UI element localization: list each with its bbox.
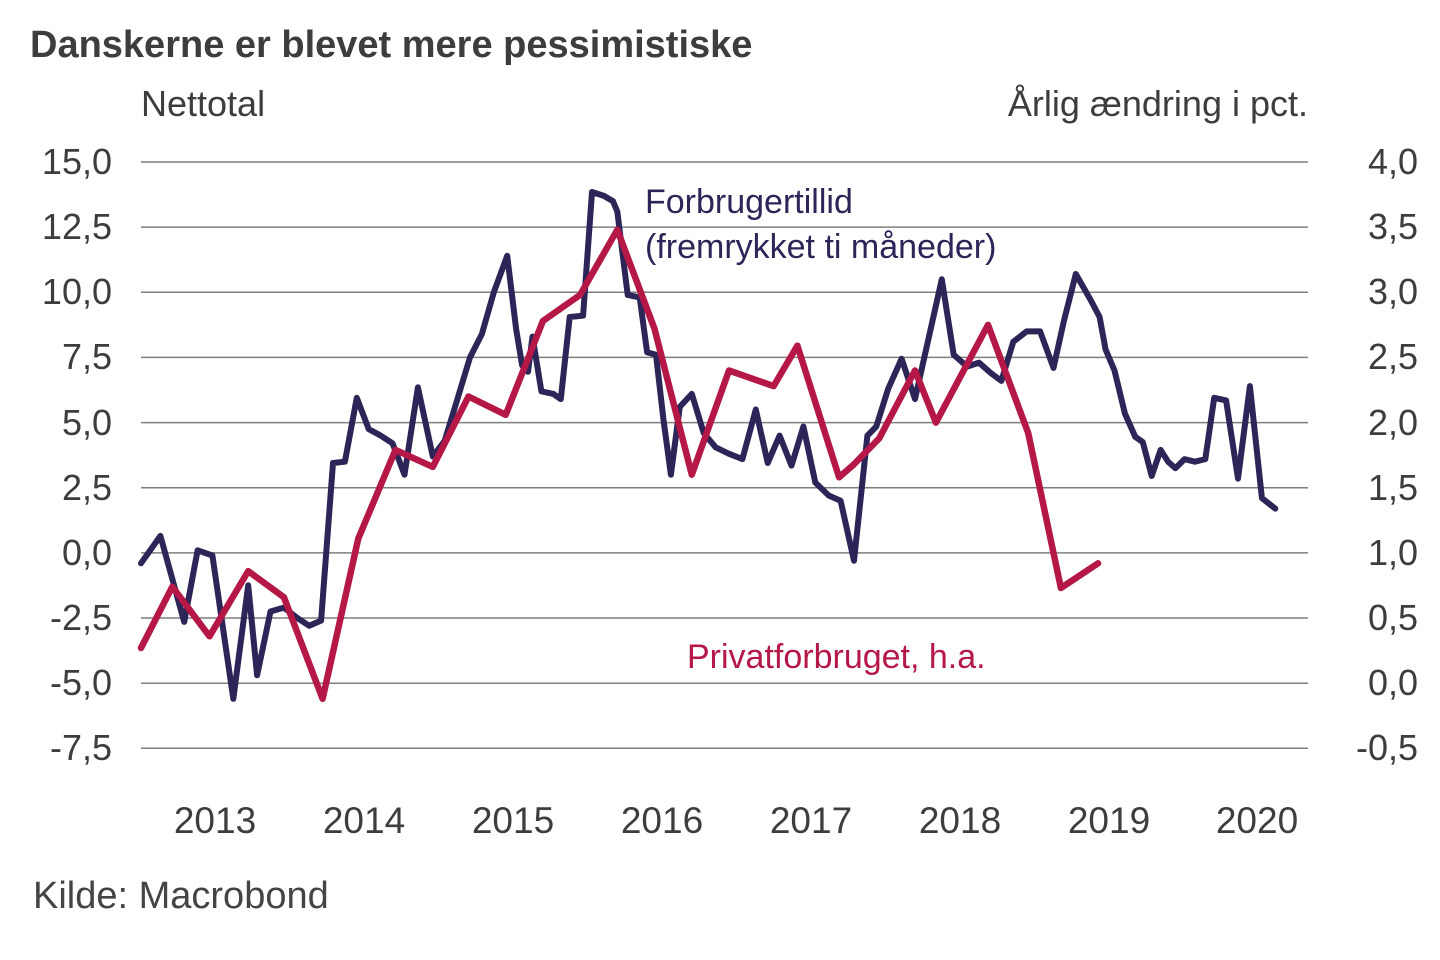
right-axis-tick--0,5: -0,5 [1355,727,1418,768]
right-axis-tick-1,0: 1,0 [1367,532,1418,573]
x-axis-label-2020: 2020 [1215,800,1299,841]
x-axis-label-2015: 2015 [471,800,555,841]
right-axis-tick-2,5: 2,5 [1367,336,1418,377]
source-note: Kilde: Macrobond [33,875,329,917]
right-axis-tick-0,0: 0,0 [1367,662,1418,703]
right-axis-tick-2,0: 2,0 [1367,402,1418,443]
left-axis-tick-15,0: 15,0 [41,141,112,182]
left-axis-tick-7,5: 7,5 [61,336,112,377]
left-axis-tick-0,0: 0,0 [61,532,112,573]
left-axis-tick-10,0: 10,0 [41,271,112,312]
right-axis-tick-0,5: 0,5 [1367,597,1418,638]
x-axis-label-2019: 2019 [1067,800,1151,841]
left-axis-tick--2,5: -2,5 [49,597,112,638]
left-axis-tick--7,5: -7,5 [49,727,112,768]
x-axis-label-2017: 2017 [769,800,853,841]
left-axis-header: Nettotal [141,83,266,124]
x-axis-label-2018: 2018 [918,800,1002,841]
left-axis-tick-5,0: 5,0 [61,402,112,443]
right-axis-tick-3,0: 3,0 [1367,271,1418,312]
series-annotation-forbrugertillid-line1: Forbrugertillid [645,183,853,221]
forbrugertillid-line [138,189,1279,702]
left-axis-tick--5,0: -5,0 [49,662,112,703]
right-axis-header: Årlig ændring i pct. [1007,83,1308,124]
series-annotation-forbrugertillid-line2: (fremrykket ti måneder) [645,228,997,266]
series-annotation-forbrugertillid: Forbrugertillid (fremrykket ti måneder) [645,180,996,270]
x-axis-label-2013: 2013 [173,800,257,841]
x-axis-label-2016: 2016 [620,800,704,841]
page-title: Danskerne er blevet mere pessimistiske [30,24,753,66]
left-axis-tick-12,5: 12,5 [41,206,112,247]
right-axis-tick-1,5: 1,5 [1367,467,1418,508]
privatforbruget-line [137,226,1102,703]
left-axis-tick-2,5: 2,5 [61,467,112,508]
right-axis-tick-3,5: 3,5 [1367,206,1418,247]
series-annotation-privatforbruget: Privatforbruget, h.a. [687,638,986,676]
right-axis-tick-4,0: 4,0 [1367,141,1418,182]
x-axis-label-2014: 2014 [322,800,406,841]
